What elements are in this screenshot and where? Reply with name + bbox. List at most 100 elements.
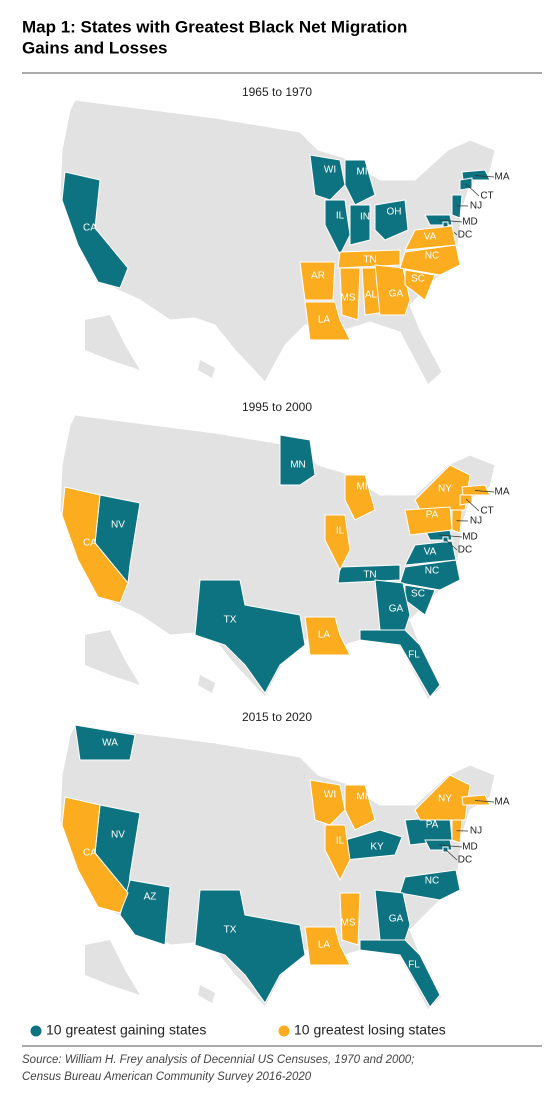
state xyxy=(349,204,371,246)
leader-line xyxy=(474,175,495,178)
state xyxy=(119,879,171,946)
state-label: MN xyxy=(290,460,306,471)
state xyxy=(359,629,441,698)
state xyxy=(61,796,129,914)
state xyxy=(299,261,336,301)
state-label: OH xyxy=(387,207,402,218)
state xyxy=(451,509,463,534)
state-label: FL xyxy=(408,650,420,661)
state-label: CT xyxy=(480,191,493,202)
leader-line xyxy=(465,183,480,197)
state xyxy=(344,474,376,521)
title: Gains and Losses xyxy=(22,38,168,57)
state-label: AR xyxy=(311,271,325,282)
state xyxy=(461,169,491,181)
leader-line xyxy=(439,534,463,538)
state xyxy=(461,484,491,496)
legend-dot xyxy=(278,1025,290,1037)
state xyxy=(61,486,129,604)
leader-line xyxy=(474,490,495,493)
state xyxy=(337,249,401,269)
leader-line xyxy=(474,800,495,803)
state-label: NJ xyxy=(470,516,482,527)
map-period: 1995 to 2000 xyxy=(242,400,312,414)
state-label: NC xyxy=(425,251,439,262)
state-label: NV xyxy=(111,520,125,531)
state-label: NV xyxy=(111,830,125,841)
state-label: MA xyxy=(495,172,510,183)
state-label: DC xyxy=(458,545,472,556)
state-label: NJ xyxy=(470,826,482,837)
state-label: TN xyxy=(363,255,376,266)
state xyxy=(374,199,409,241)
map-period: 1965 to 1970 xyxy=(242,85,312,99)
state-label: LA xyxy=(318,630,331,641)
state xyxy=(324,199,351,257)
state-label: MD xyxy=(462,217,478,228)
state-label: NC xyxy=(425,566,439,577)
state-label: MS xyxy=(341,293,356,304)
state xyxy=(194,579,306,694)
state xyxy=(451,819,463,844)
state xyxy=(337,564,401,584)
legend-label: 10 greatest gaining states xyxy=(46,1022,206,1038)
state-label: IL xyxy=(336,526,345,537)
state-label: FL xyxy=(408,960,420,971)
state xyxy=(344,159,376,206)
state-label: DC xyxy=(458,855,472,866)
state-label: CA xyxy=(83,848,97,859)
state xyxy=(304,926,351,966)
state-label: IL xyxy=(336,211,345,222)
state-label: LA xyxy=(318,315,331,326)
state-label: AZ xyxy=(144,892,157,903)
hawaii xyxy=(198,985,215,1003)
hawaii xyxy=(198,675,215,693)
state-label: CA xyxy=(83,223,97,234)
state-label: CT xyxy=(480,506,493,517)
state-label: NC xyxy=(425,876,439,887)
leader-line xyxy=(439,844,463,848)
state xyxy=(404,225,457,251)
state xyxy=(339,267,361,321)
state-label: WA xyxy=(102,738,118,749)
state-label: GA xyxy=(389,604,404,615)
state xyxy=(61,171,129,289)
map-period: 2015 to 2020 xyxy=(242,710,312,724)
state-label: GA xyxy=(389,914,404,925)
state-label: IN xyxy=(360,212,370,223)
legend-label: 10 greatest losing states xyxy=(294,1022,446,1038)
state-label: SC xyxy=(411,589,425,600)
hawaii xyxy=(198,360,215,378)
state xyxy=(324,514,351,572)
state-label: NJ xyxy=(470,201,482,212)
state-label: TN xyxy=(363,570,376,581)
state xyxy=(304,616,351,656)
state-label: TX xyxy=(224,615,237,626)
state xyxy=(324,824,351,882)
state-label: VA xyxy=(424,547,437,558)
state xyxy=(359,939,441,1008)
leader-line xyxy=(465,498,480,512)
leader-line xyxy=(445,539,458,551)
state xyxy=(74,724,136,761)
map: 2015 to 2020 WA NV AZ TX KY NC GA FL PA MD DC CA WI MI… xyxy=(59,710,510,1011)
state-label: MI xyxy=(356,167,367,178)
state xyxy=(309,154,346,201)
state-label: IL xyxy=(336,836,345,847)
state-label: MA xyxy=(495,487,510,498)
alaska xyxy=(85,630,140,685)
state-label: GA xyxy=(389,289,404,300)
state-label: SC xyxy=(411,274,425,285)
state xyxy=(399,869,461,901)
alaska xyxy=(85,315,140,370)
state xyxy=(344,784,376,831)
state xyxy=(404,269,436,301)
state-label: MD xyxy=(462,842,478,853)
state xyxy=(194,889,306,1004)
state xyxy=(374,889,411,941)
state xyxy=(304,301,351,341)
state xyxy=(374,579,411,631)
state-label: PA xyxy=(426,820,439,831)
